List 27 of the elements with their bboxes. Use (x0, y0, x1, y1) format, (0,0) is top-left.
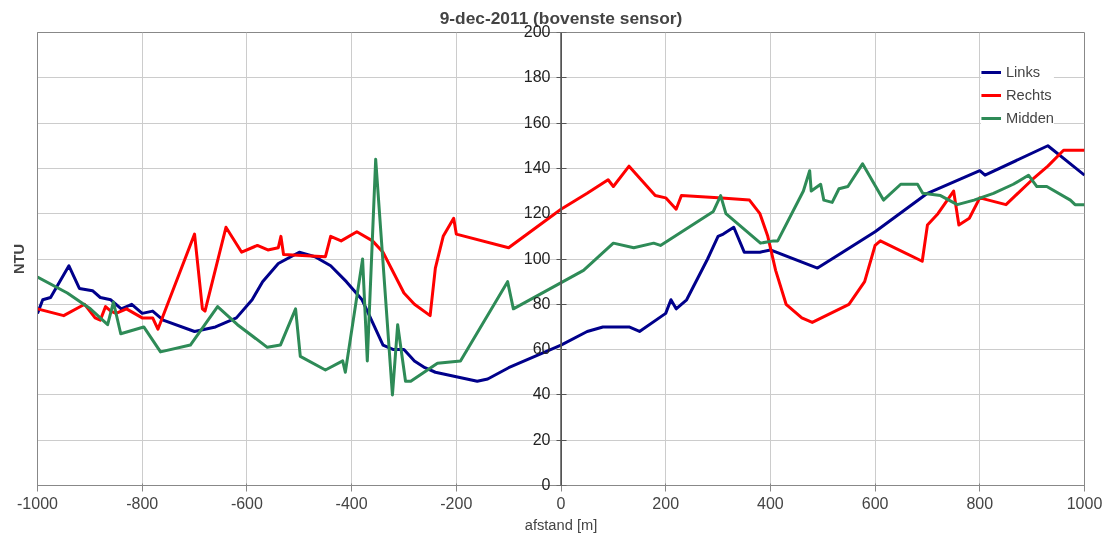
legend-label: Rechts (1005, 87, 1052, 103)
y-tick-label: 180 (523, 68, 551, 87)
x-tick-label: -600 (230, 494, 264, 512)
x-tick-label: 0 (556, 494, 566, 512)
y-tick-label: 20 (532, 430, 551, 449)
y-tick-label: 100 (523, 249, 551, 268)
x-tick-label: 600 (861, 494, 889, 512)
x-tick-label: 200 (652, 494, 680, 512)
x-axis-title: afstand [m] (524, 516, 598, 533)
y-tick-label: 120 (523, 204, 551, 223)
y-tick-label: 0 (541, 476, 551, 494)
y-tick-label: 160 (523, 113, 551, 132)
x-tick-label: -400 (335, 494, 368, 512)
y-tick-label: 80 (532, 294, 551, 313)
y-tick-label: 140 (523, 158, 551, 177)
legend-label: Midden (1005, 110, 1054, 126)
x-tick-label: 1000 (1066, 494, 1103, 512)
x-tick-label: -1000 (17, 494, 59, 512)
legend-label: Links (1005, 64, 1041, 80)
y-axis-title: NTU (10, 243, 27, 275)
y-tick-label: 60 (532, 340, 551, 359)
x-tick-label: -200 (440, 494, 473, 512)
x-tick-label: 800 (966, 494, 994, 512)
x-tick-label: -800 (126, 494, 159, 512)
x-tick-label: 400 (757, 494, 784, 512)
line-series (37, 148, 1085, 331)
y-tick-label: 40 (532, 385, 551, 404)
